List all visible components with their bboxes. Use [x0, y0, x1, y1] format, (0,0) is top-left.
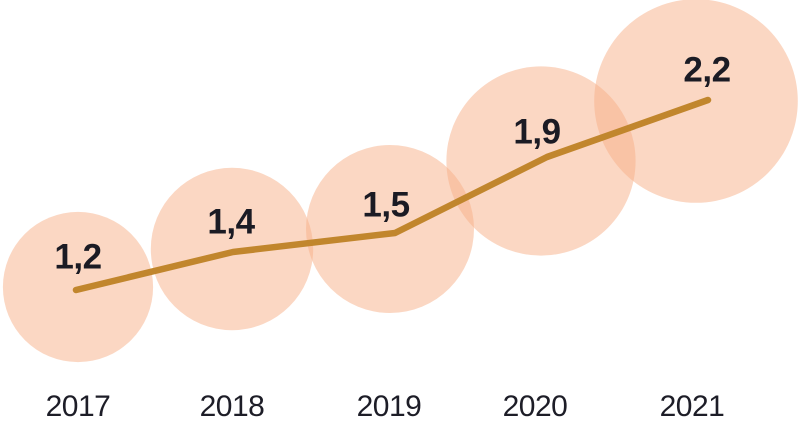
value-label-2017: 1,2 — [54, 237, 102, 277]
value-label-2018: 1,4 — [207, 202, 255, 242]
x-axis-label-2017: 2017 — [45, 390, 111, 423]
trend-line — [72, 96, 712, 294]
value-label-2019: 1,5 — [362, 185, 410, 225]
x-axis-label-2019: 2019 — [356, 390, 422, 423]
x-axis-label-2018: 2018 — [199, 390, 265, 423]
value-label-2021: 2,2 — [683, 50, 731, 90]
value-label-2020: 1,9 — [513, 112, 561, 152]
bubble-2019 — [306, 145, 474, 313]
x-axis-label-2021: 2021 — [659, 390, 725, 423]
x-axis-label-2020: 2020 — [502, 390, 568, 423]
